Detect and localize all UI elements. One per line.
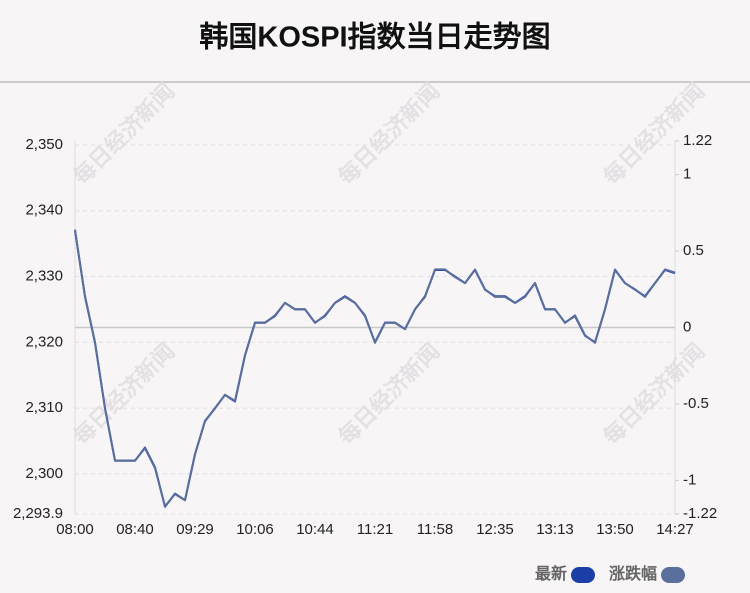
y-tick-label: 2,350 — [25, 136, 63, 153]
legend-swatch — [570, 567, 595, 583]
y-tick-label: 2,330 — [25, 267, 63, 284]
legend-label: 最新 — [535, 564, 567, 583]
y2-tick-label: -1.22 — [683, 505, 717, 522]
y-tick-label: 2,310 — [25, 399, 63, 416]
x-tick-label: 14:27 — [656, 521, 694, 538]
y2-tick-label: 0 — [683, 318, 691, 335]
x-tick-label: 08:40 — [116, 521, 154, 538]
x-tick-label: 10:44 — [296, 521, 334, 538]
y-tick-label: 2,340 — [25, 202, 63, 219]
x-tick-label: 11:21 — [357, 521, 393, 538]
x-tick-label: 11:58 — [417, 521, 453, 538]
y2-tick-label: 1 — [683, 166, 691, 183]
x-tick-label: 13:13 — [536, 521, 574, 538]
x-tick-label: 13:50 — [596, 521, 634, 538]
y2-tick-label: -0.5 — [683, 395, 709, 412]
y-tick-label: 2,320 — [25, 333, 63, 350]
series-line — [74, 229, 676, 508]
x-tick-label: 08:00 — [56, 521, 94, 538]
y2-tick-label: -1 — [683, 471, 696, 488]
y2-tick-label: 1.22 — [683, 132, 712, 149]
y-tick-label: 2,300 — [25, 465, 63, 482]
legend-swatch — [661, 567, 685, 583]
y2-tick-label: 0.5 — [683, 242, 704, 259]
legend-label: 涨跌幅 — [609, 564, 657, 583]
chart-title: 韩国KOSPI指数当日走势图 — [199, 21, 550, 54]
x-tick-label: 09:29 — [176, 521, 214, 538]
x-tick-label: 10:06 — [236, 521, 274, 538]
y-tick-label: 2,293.9 — [13, 505, 63, 522]
x-tick-label: 12:35 — [476, 521, 514, 538]
